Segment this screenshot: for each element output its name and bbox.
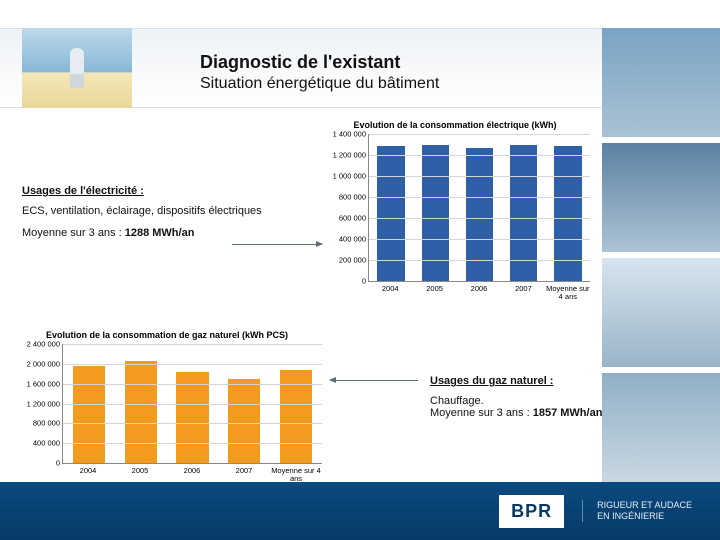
elec-bars [369,134,590,281]
gridline [63,443,322,444]
bpr-logo: BPR [499,495,564,528]
slogan-line2: EN INGÉNIERIE [597,511,692,522]
y-tick-label: 1 600 000 [27,379,63,388]
elec-avg-prefix: Moyenne sur 3 ans : [22,227,125,239]
y-tick-label: 400 000 [339,235,369,244]
gas-chart: Evolution de la consommation de gaz natu… [12,330,322,484]
gridline [63,384,322,385]
y-tick-label: 0 [362,277,369,286]
y-tick-label: 0 [56,459,63,468]
gaz-average: Moyenne sur 3 ans : 1857 MWh/an [430,407,680,419]
x-tick-label: 2006 [457,282,501,302]
gaz-xticks: 2004200520062007Moyenne sur 4 ans [62,464,322,484]
elec-average: Moyenne sur 3 ans : 1288 MWh/an [22,227,282,239]
x-tick-label: 2005 [412,282,456,302]
y-tick-label: 400 000 [33,439,63,448]
footer-slogan: RIGUEUR ET AUDACE EN INGÉNIERIE [582,500,692,522]
gaz-chart-title: Evolution de la consommation de gaz natu… [12,330,322,340]
decor-image [602,258,720,367]
gridline [369,260,590,261]
x-tick-label: Moyenne sur 4 ans [270,464,322,484]
y-tick-label: 800 000 [339,193,369,202]
y-tick-label: 2 000 000 [27,359,63,368]
page-title: Diagnostic de l'existant [200,52,439,73]
gridline [369,155,590,156]
gridline [63,344,322,345]
electricity-usage-text: Usages de l'électricité : ECS, ventilati… [22,185,282,239]
gridline [63,364,322,365]
footer-bar: BPR RIGUEUR ET AUDACE EN INGÉNIERIE [0,482,720,540]
x-tick-label: 2006 [166,464,218,484]
x-tick-label: 2004 [368,282,412,302]
standing-figure-icon [70,48,84,88]
y-tick-label: 600 000 [339,214,369,223]
gridline [369,176,590,177]
x-tick-label: 2007 [218,464,270,484]
x-tick-label: Moyenne sur 4 ans [546,282,590,302]
header-thumbnail [22,28,132,108]
bar [125,361,157,463]
y-tick-label: 2 400 000 [27,340,63,349]
y-tick-label: 200 000 [339,256,369,265]
y-tick-label: 1 200 000 [333,151,369,160]
x-tick-label: 2004 [62,464,114,484]
bar [73,366,105,463]
y-tick-label: 1 000 000 [333,172,369,181]
gaz-avg-prefix: Moyenne sur 3 ans : [430,407,533,419]
gridline [369,134,590,135]
gaz-avg-value: 1857 MWh/an [533,407,603,419]
y-tick-label: 1 200 000 [27,399,63,408]
x-tick-label: 2005 [114,464,166,484]
bar [228,379,260,463]
elec-xticks: 2004200520062007Moyenne sur 4 ans [368,282,590,302]
x-tick-label: 2007 [501,282,545,302]
elec-avg-value: 1288 MWh/an [125,227,195,239]
bar-slot [115,361,167,463]
gridline [63,404,322,405]
bar-slot [167,372,219,463]
y-tick-label: 1 400 000 [333,130,369,139]
gaz-plot-area: 0400 000800 0001 200 0001 600 0002 000 0… [62,344,322,464]
decor-image [602,143,720,252]
elec-plot-area: 0200 000400 000600 000800 0001 000 0001 … [368,134,590,282]
decor-image [602,28,720,137]
slogan-line1: RIGUEUR ET AUDACE [597,500,692,511]
arrow-gaz [330,380,418,381]
elec-chart-title: Evolution de la consommation électrique … [320,120,590,130]
electricity-chart: Evolution de la consommation électrique … [320,120,590,302]
gridline [369,197,590,198]
bar [176,372,208,463]
title-block: Diagnostic de l'existant Situation énerg… [200,52,439,93]
arrow-elec [232,244,322,245]
elec-body: ECS, ventilation, éclairage, dispositifs… [22,205,282,217]
gaz-body: Chauffage. [430,395,680,407]
y-tick-label: 800 000 [33,419,63,428]
page-subtitle: Situation énergétique du bâtiment [200,75,439,93]
gas-usage-text: Usages du gaz naturel : Chauffage. Moyen… [430,375,680,419]
gridline [369,239,590,240]
gaz-heading: Usages du gaz naturel : [430,375,680,387]
gridline [369,218,590,219]
gridline [63,423,322,424]
bar-slot [63,366,115,463]
bar-slot [218,379,270,463]
elec-heading: Usages de l'électricité : [22,185,282,197]
